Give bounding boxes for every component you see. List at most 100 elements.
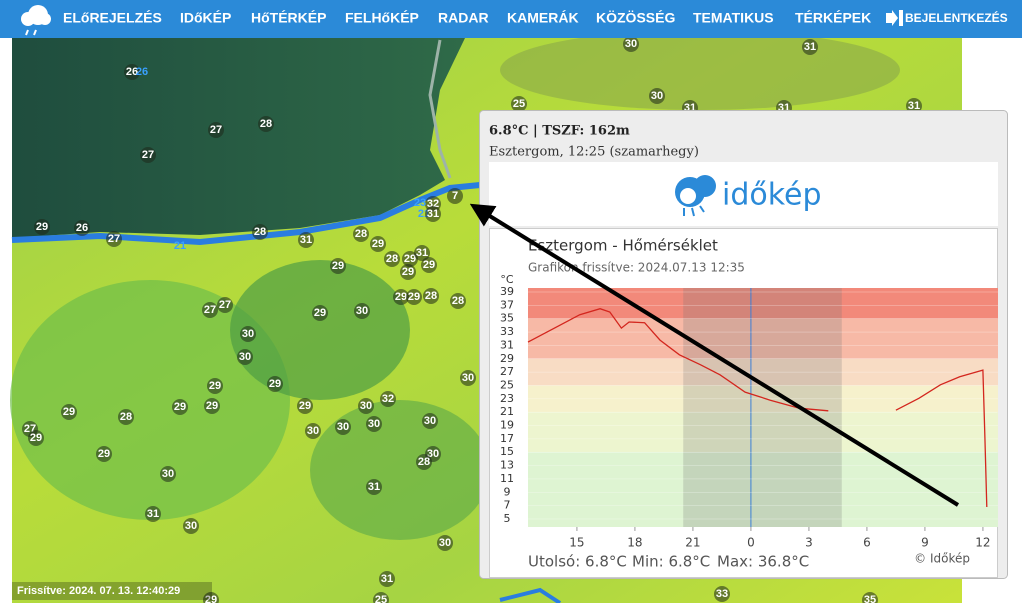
- station-value[interactable]: 29: [372, 238, 384, 250]
- nav-item[interactable]: KÖZÖSSÉG: [596, 10, 675, 26]
- station-value[interactable]: 29: [395, 291, 407, 303]
- station-value[interactable]: 29: [332, 260, 344, 272]
- station-value[interactable]: 29: [30, 432, 42, 444]
- station-value[interactable]: 26: [76, 222, 88, 234]
- y-axis-label: °C: [500, 273, 514, 286]
- station-value[interactable]: 30: [439, 537, 451, 549]
- station-value[interactable]: 30: [307, 425, 319, 437]
- station-value[interactable]: 29: [402, 266, 414, 278]
- station-value[interactable]: 30: [162, 468, 174, 480]
- y-tick-label: 17: [500, 432, 514, 445]
- nav-item[interactable]: ELőREJELZÉS: [63, 10, 162, 26]
- station-dot: [335, 419, 351, 435]
- station-dot: [437, 535, 453, 551]
- station-value[interactable]: 31: [381, 573, 393, 585]
- station-value[interactable]: 30: [625, 38, 637, 50]
- station-dot: [425, 206, 441, 222]
- station-value[interactable]: 33: [716, 588, 728, 600]
- station-value[interactable]: 32: [382, 393, 394, 405]
- station-value[interactable]: 29: [314, 307, 326, 319]
- station-value[interactable]: 25: [513, 98, 525, 110]
- station-value[interactable]: 30: [651, 90, 663, 102]
- logo-icon[interactable]: [21, 5, 51, 36]
- nav-item[interactable]: HőTÉRKÉP: [251, 10, 326, 26]
- station-value[interactable]: 30: [239, 351, 251, 363]
- station-value[interactable]: 29: [404, 253, 416, 265]
- station-value[interactable]: 31: [427, 208, 439, 220]
- station-dot: [297, 398, 313, 414]
- station-value[interactable]: 28: [355, 228, 367, 240]
- station-dot: [298, 232, 314, 248]
- station-dot: [402, 251, 418, 267]
- nav-item[interactable]: IDőKÉP: [180, 10, 231, 26]
- station-value[interactable]: 28: [386, 253, 398, 265]
- station-value[interactable]: 31: [416, 247, 428, 259]
- station-dot: [714, 586, 730, 602]
- popup-header: 6.8°C | TSZF: 162m: [489, 124, 630, 139]
- station-value[interactable]: 31: [804, 41, 816, 53]
- station-value[interactable]: 25: [375, 594, 387, 603]
- station-value[interactable]: 30: [356, 305, 368, 317]
- station-dot: [414, 245, 430, 261]
- station-value[interactable]: 31: [368, 481, 380, 493]
- station-value[interactable]: 30: [242, 328, 254, 340]
- station-value[interactable]: 29: [209, 380, 221, 392]
- station-value[interactable]: 29: [205, 594, 217, 603]
- station-dot: [61, 404, 77, 420]
- station-value[interactable]: 28: [425, 290, 437, 302]
- station-dot: [366, 416, 382, 432]
- station-dot: [447, 188, 463, 204]
- y-tick-label: 39: [500, 285, 514, 298]
- station-value[interactable]: 30: [424, 415, 436, 427]
- station-dot: [460, 370, 476, 386]
- station-value[interactable]: 35: [864, 594, 876, 603]
- station-value[interactable]: 29: [408, 291, 420, 303]
- station-value[interactable]: 27: [219, 299, 231, 311]
- station-value[interactable]: 31: [147, 508, 159, 520]
- station-value[interactable]: 27: [204, 304, 216, 316]
- station-value[interactable]: 29: [36, 221, 48, 233]
- station-value[interactable]: 28: [120, 411, 132, 423]
- station-value[interactable]: 26: [126, 66, 138, 78]
- nav-item[interactable]: KAMERÁK: [507, 10, 579, 26]
- station-value[interactable]: 28: [254, 226, 266, 238]
- station-value[interactable]: 30: [185, 520, 197, 532]
- station-value[interactable]: 30: [462, 372, 474, 384]
- station-value[interactable]: 28: [260, 118, 272, 130]
- y-tick-label: 35: [500, 312, 514, 325]
- nav-item[interactable]: RADAR: [438, 10, 489, 26]
- station-value[interactable]: 29: [63, 406, 75, 418]
- station-value[interactable]: 30: [368, 418, 380, 430]
- station-value[interactable]: 31: [300, 234, 312, 246]
- station-value[interactable]: 28: [418, 456, 430, 468]
- station-dot: [423, 288, 439, 304]
- station-value[interactable]: 21: [174, 240, 186, 252]
- station-value[interactable]: 30: [360, 400, 372, 412]
- terrain: [310, 400, 490, 540]
- station-value[interactable]: 27: [210, 124, 222, 136]
- station-value[interactable]: 28: [452, 295, 464, 307]
- station-value[interactable]: 29: [299, 400, 311, 412]
- station-value[interactable]: 29: [206, 400, 218, 412]
- station-dot: [106, 231, 122, 247]
- station-value[interactable]: 7: [452, 190, 458, 202]
- station-value[interactable]: 30: [337, 421, 349, 433]
- station-value[interactable]: 29: [98, 448, 110, 460]
- login[interactable]: BEJELENTKEZÉS: [886, 10, 1008, 26]
- nav-item[interactable]: TÉRKÉPEK: [795, 10, 871, 26]
- y-tick-label: 13: [500, 459, 514, 472]
- station-value[interactable]: 23: [414, 197, 426, 209]
- station-value[interactable]: 29: [269, 378, 281, 390]
- nav-item[interactable]: TEMATIKUS: [693, 10, 774, 26]
- station-value[interactable]: 27: [108, 233, 120, 245]
- station-value[interactable]: 29: [423, 259, 435, 271]
- station-value[interactable]: 26: [136, 66, 148, 78]
- station-dot: [208, 122, 224, 138]
- station-dot: [406, 289, 422, 305]
- station-value[interactable]: 29: [174, 401, 186, 413]
- nav-item[interactable]: FELHőKÉP: [345, 10, 419, 26]
- station-value[interactable]: 31: [908, 100, 920, 112]
- x-tick-label: 6: [863, 536, 871, 550]
- station-value[interactable]: 27: [142, 149, 154, 161]
